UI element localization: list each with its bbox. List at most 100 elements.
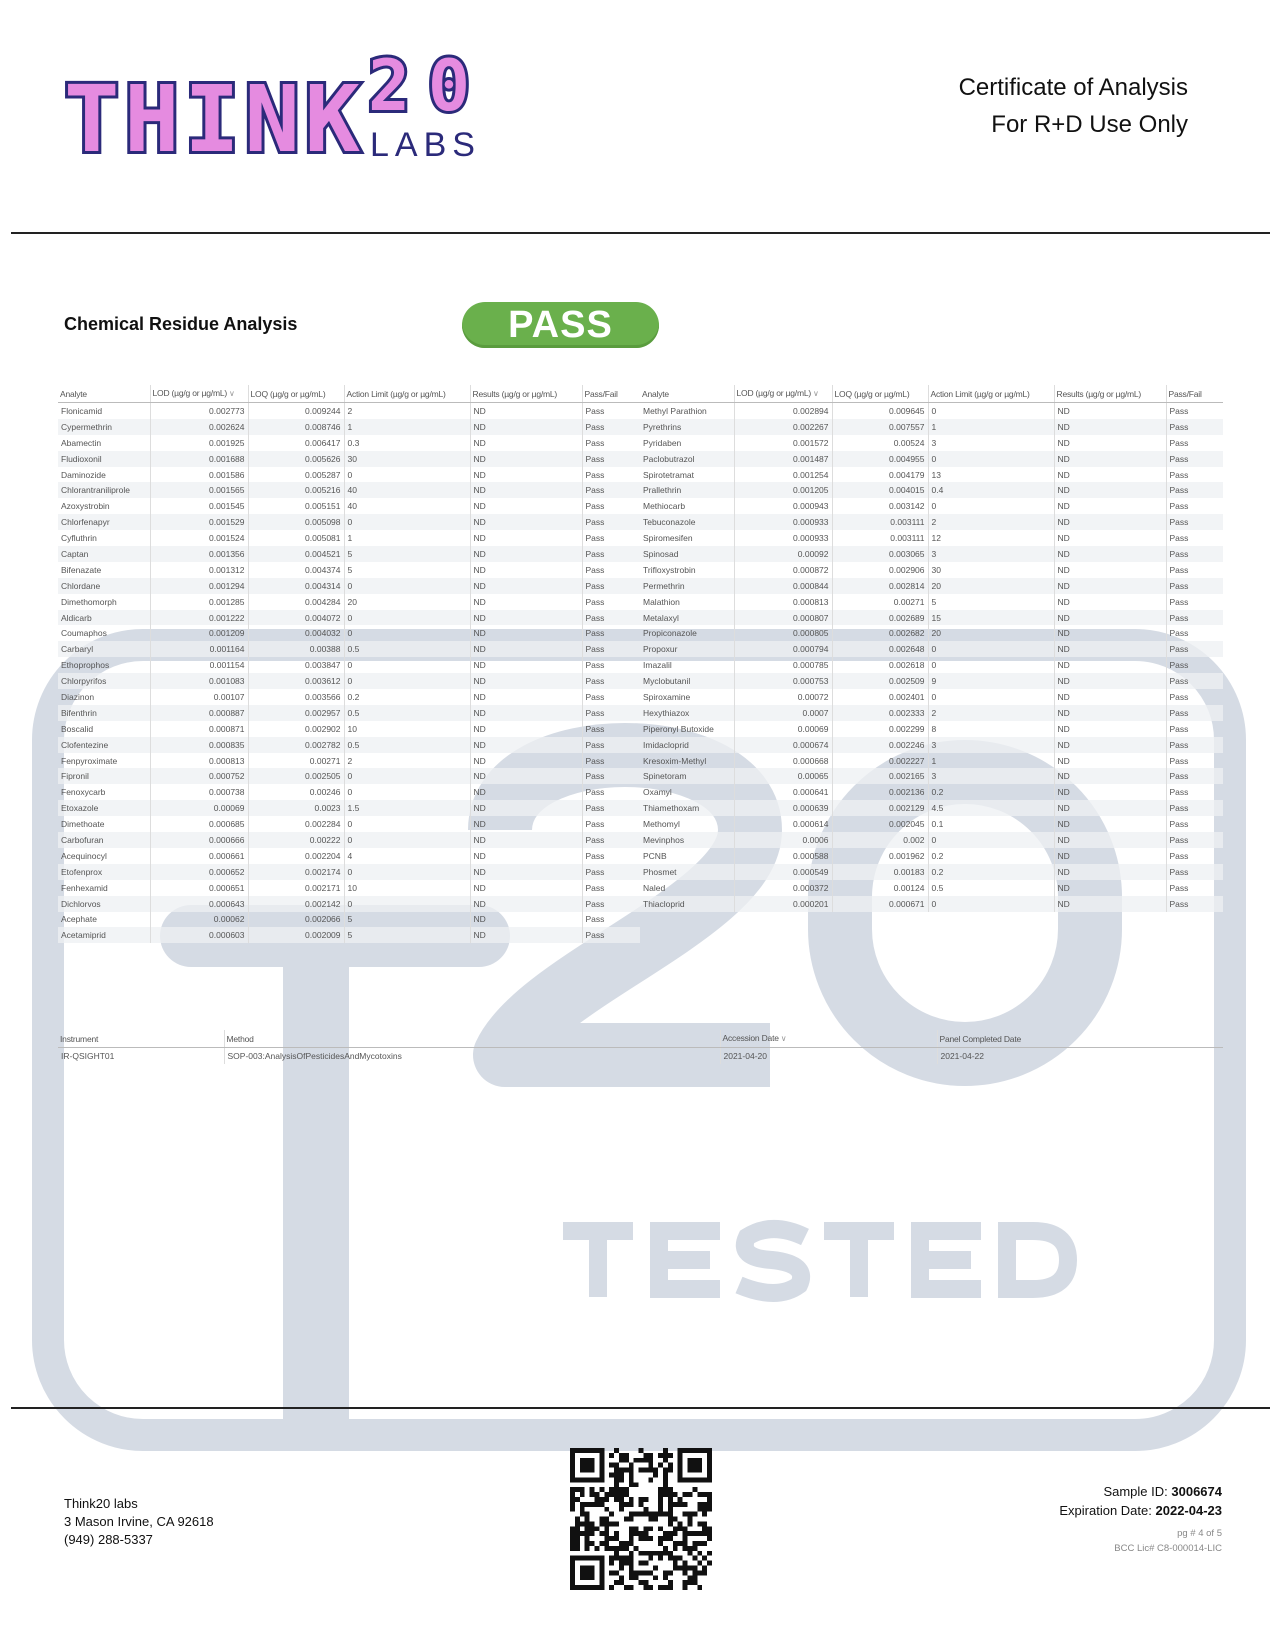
result-cell: ND — [469, 689, 582, 705]
lod-cell: 0.000752 — [149, 768, 248, 785]
analyte-cell: Fenoxycarb — [61, 787, 106, 798]
action-limit-cell: 8 — [927, 720, 1054, 737]
company-name: Think20 labs — [64, 1496, 138, 1511]
expiration-label: Expiration Date: — [1059, 1503, 1152, 1518]
analyte-cell: Captan — [58, 546, 150, 562]
analyte-cell: Acequinocyl — [61, 850, 107, 861]
action-limit-cell: 0.4 — [927, 482, 1054, 499]
pass-fail-cell: Pass — [581, 593, 640, 610]
result-cell: ND — [1053, 434, 1166, 451]
table-row: Bifenthrin 0.000887 0.002957 0.5 ND Pass — [58, 704, 640, 721]
analyte-cell: Propoxur — [640, 641, 734, 658]
column-header-label: Accession Date — [722, 1033, 779, 1043]
action-limit-cell: 1 — [343, 530, 470, 547]
pass-fail-cell: Pass — [581, 752, 640, 769]
action-limit-cell: 40 — [343, 498, 470, 515]
lod-cell: 0.001529 — [149, 514, 248, 531]
pass-fail-cell: Pass — [1165, 784, 1223, 801]
pass-fail-cell: Pass — [581, 800, 640, 817]
loq-cell: 0.004955 — [831, 450, 928, 467]
pass-fail-cell: Pass — [581, 832, 640, 848]
result-cell: ND — [469, 482, 582, 499]
analyte-cell: Tebuconazole — [640, 514, 734, 531]
loq-cell: 0.009244 — [247, 402, 344, 419]
analyte-cell: Abamectin — [61, 437, 102, 448]
lod-cell: 0.000871 — [149, 720, 248, 737]
result-cell: ND — [1053, 402, 1166, 419]
action-limit-cell: 4 — [343, 847, 470, 864]
lod-cell: 0.00092 — [733, 546, 832, 562]
pass-fail-cell: Pass — [1165, 720, 1223, 737]
loq-cell: 0.004032 — [247, 625, 344, 642]
chevron-down-icon[interactable]: ∨ — [813, 389, 819, 398]
column-header-label: Panel Completed Date — [939, 1033, 1022, 1044]
analyte-cell: Metalaxyl — [640, 609, 734, 626]
result-cell: ND — [469, 784, 582, 801]
pass-fail-cell: Pass — [1165, 418, 1223, 435]
pass-fail-cell: Pass — [1165, 704, 1223, 721]
analyte-cell: Myclobutanil — [640, 673, 734, 690]
table-header-row: Instrument Method Accession Date ∨ Panel Com… — [58, 1030, 1223, 1048]
lod-cell: 0.000668 — [733, 752, 832, 769]
table-row: Malathion 0.000813 0.00271 5 ND Pass — [640, 593, 1223, 610]
table-row: Tebuconazole 0.000933 0.003111 2 ND Pass — [640, 514, 1223, 531]
result-cell: ND — [1053, 832, 1166, 848]
table-row: Azoxystrobin 0.001545 0.005151 40 ND Pass — [58, 498, 640, 515]
result-cell: ND — [469, 514, 582, 531]
loq-cell: 0.004314 — [247, 577, 344, 594]
analyte-cell: Acephate — [61, 914, 97, 925]
pass-fail-cell: Pass — [1165, 482, 1223, 499]
result-cell: ND — [469, 609, 582, 626]
result-cell: ND — [1053, 482, 1166, 499]
lod-cell: 0.000807 — [733, 609, 832, 626]
table-row: Cyfluthrin 0.001524 0.005081 1 ND Pass — [58, 530, 640, 547]
lod-cell: 0.000201 — [733, 895, 832, 912]
table-row: Flonicamid 0.002773 0.009244 2 ND Pass — [58, 402, 640, 419]
loq-cell: 0.00183 — [831, 863, 928, 880]
lod-cell: 0.0007 — [733, 704, 832, 721]
table-row: Bifenazate 0.001312 0.004374 5 ND Pass — [58, 561, 640, 578]
action-limit-cell: 0.3 — [343, 434, 470, 451]
pass-fail-cell: Pass — [581, 434, 640, 451]
table-row: Fludioxonil 0.001688 0.005626 30 ND Pass — [58, 450, 640, 467]
column-header[interactable]: Accession Date ∨ — [719, 1030, 937, 1048]
lod-cell: 0.001545 — [149, 498, 248, 515]
result-cell: ND — [469, 863, 582, 880]
analyte-cell: Spinetoram — [640, 768, 734, 785]
loq-cell: 0.003847 — [247, 657, 344, 674]
loq-cell: 0.00271 — [831, 593, 928, 610]
action-limit-cell: 0.5 — [343, 736, 470, 753]
pass-fail-cell: Pass — [1165, 673, 1223, 690]
lod-cell: 0.000933 — [733, 514, 832, 531]
pass-fail-cell: Pass — [581, 561, 640, 578]
lod-cell: 0.00062 — [149, 911, 248, 928]
lod-cell: 0.000794 — [733, 641, 832, 658]
loq-cell: 0.003566 — [247, 689, 344, 705]
pass-fail-cell: Pass — [1165, 832, 1223, 848]
analyte-cell: Thiamethoxam — [640, 800, 734, 817]
chevron-down-icon[interactable]: ∨ — [229, 389, 235, 398]
pass-fail-cell: Pass — [581, 482, 640, 499]
chevron-down-icon[interactable]: ∨ — [780, 1034, 787, 1043]
table-row: Thiamethoxam 0.000639 0.002129 4.5 ND Pass — [640, 800, 1223, 817]
table-row: Aldicarb 0.001222 0.004072 0 ND Pass — [58, 609, 640, 626]
result-cell: ND — [1053, 673, 1166, 690]
analyte-cell: Flonicamid — [61, 405, 103, 416]
action-limit-cell: 20 — [927, 577, 1054, 594]
column-header[interactable]: LOD (µg/g or µg/mL) ∨ — [733, 385, 832, 403]
table-row: Carbofuran 0.000666 0.00222 0 ND Pass — [58, 832, 640, 848]
column-header: LOQ (µg/g or µg/mL) — [831, 385, 928, 403]
lod-cell: 0.000639 — [733, 800, 832, 817]
result-cell: ND — [469, 561, 582, 578]
analyte-cell: Imazalil — [643, 660, 672, 671]
action-limit-cell: 2 — [343, 752, 470, 769]
column-header[interactable]: LOD (µg/g or µg/mL) ∨ — [149, 385, 248, 403]
table-row: Coumaphos 0.001209 0.004032 0 ND Pass — [58, 625, 640, 642]
result-cell: ND — [469, 752, 582, 769]
result-cell: ND — [1053, 879, 1166, 896]
result-cell: ND — [469, 895, 582, 912]
loq-cell: 0.002505 — [247, 768, 344, 785]
table-row: Carbaryl 0.001164 0.00388 0.5 ND Pass — [58, 641, 640, 658]
loq-cell: 0.004374 — [247, 561, 344, 578]
action-limit-cell: 3 — [927, 736, 1054, 753]
